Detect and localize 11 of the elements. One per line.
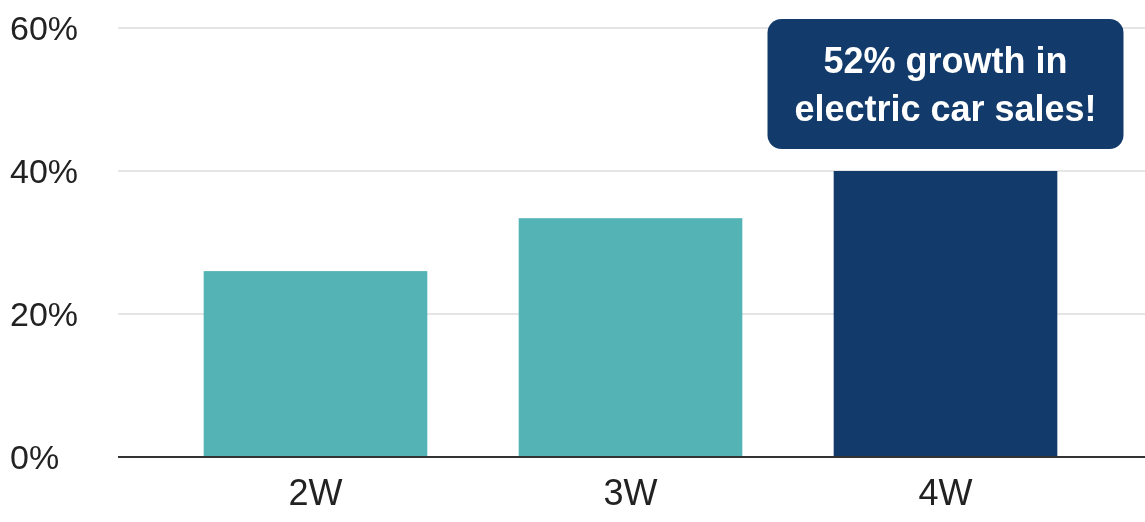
x-tick-label: 2W — [288, 472, 343, 513]
y-tick-label: 20% — [10, 294, 79, 333]
y-tick-label: 40% — [10, 151, 79, 190]
x-tick-label: 3W — [603, 472, 658, 513]
y-tick-label: 60% — [10, 8, 79, 47]
bar — [203, 271, 428, 457]
annotation: 52% growth in electric car sales! — [794, 40, 1097, 130]
bar — [833, 171, 1058, 457]
y-tick-label: 0% — [10, 437, 60, 476]
bar — [518, 218, 743, 457]
x-tick-label: 4W — [918, 472, 973, 513]
